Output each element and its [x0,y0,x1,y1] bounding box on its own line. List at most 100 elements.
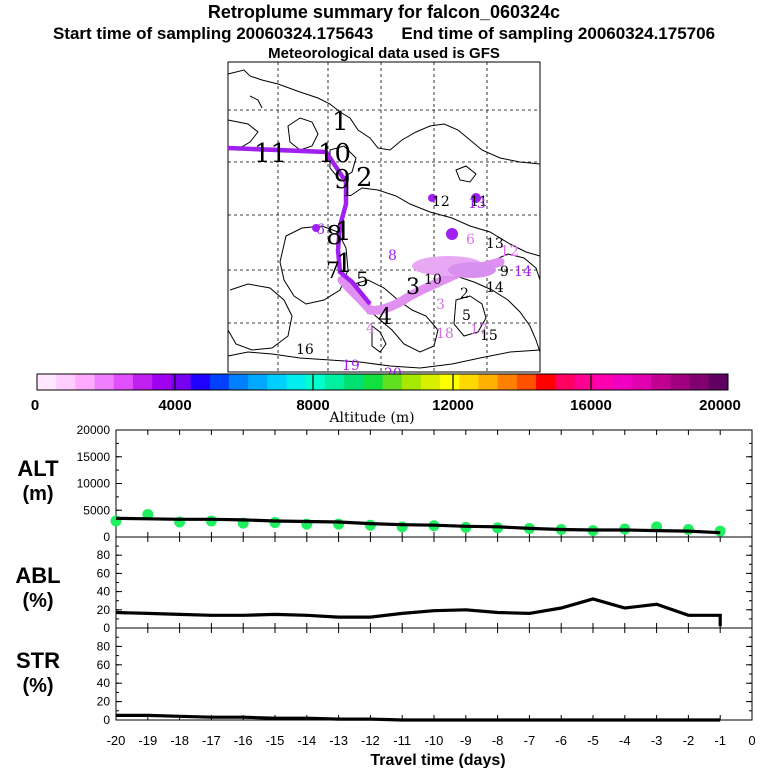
x-tick-label: 0 [748,733,755,748]
x-tick-label: -12 [361,733,380,748]
map-day-number: 1 [342,181,353,201]
colorbar-swatch [190,374,211,390]
map-day-number: 9 [334,165,351,195]
colorbar-swatch [536,374,556,390]
colorbar-swatch [305,374,326,390]
y-tick-label: 80 [97,548,111,562]
colorbar-swatch [440,374,460,390]
colorbar-swatch [344,374,364,390]
map-day-number: 11 [470,194,488,210]
trajectory-line [227,145,372,306]
colorbar-tick-label: 16000 [570,397,612,414]
x-tick-label: -3 [651,733,663,748]
map-day-number: 2 [460,286,469,302]
map-day-number: 14 [514,264,532,280]
map-day-number: 1 [332,107,349,137]
colorbar-swatch [555,374,575,390]
map-day-number: 15 [480,328,498,344]
colorbar-tick-label: 4000 [158,397,191,414]
map-day-number: 10 [318,139,351,169]
map-day-number: 11 [254,139,287,169]
x-tick-label: -1 [714,733,726,748]
map-day-number: 7 [326,259,340,284]
map-day-number: 19 [342,358,360,374]
colorbar-axis-label: Altitude (m) [328,410,414,426]
colorbar-swatch [267,374,287,390]
map-frame [227,61,541,373]
colorbar-tick-label: 20000 [699,397,741,414]
x-tick-label: -15 [266,733,285,748]
chart-title: Retroplume summary for falcon_060324c [207,2,561,22]
map-day-number: 12 [432,194,450,210]
colorbar-swatch [612,374,633,390]
panel-unit: (m) [22,483,53,505]
colorbar-swatch [75,374,95,390]
met-data-label: Meteorological data used is GFS [268,45,500,62]
map-day-number: 4 [378,305,392,330]
colorbar-swatch [401,374,422,390]
colorbar-swatch [171,374,191,390]
x-tick-label: -17 [202,733,221,748]
map-day-number: 16 [296,342,314,358]
altitude-colorbar: 0 4000 8000 12000 16000 20000 Altitude (m) [31,373,741,426]
colorbar-swatch [286,374,307,390]
map-day-number: 13 [468,196,486,212]
time-series-panels: 05000100001500020000ALT(m)020406080ABL(%… [15,423,755,768]
y-tick-label: 10000 [77,477,111,491]
x-tick-label: -2 [683,733,695,748]
colorbar-swatch [324,374,345,390]
colorbar-swatch [478,374,499,390]
y-tick-label: 20 [97,695,111,709]
x-tick-label: -7 [524,733,536,748]
y-tick-label: 40 [97,676,111,690]
x-tick-label: -18 [170,733,189,748]
colorbar-swatch [632,374,652,390]
colorbar-swatch [593,374,614,390]
coastlines [227,69,541,369]
map-day-number: 6 [466,232,475,248]
colorbar-swatch [132,374,153,390]
colorbar-swatch [248,374,268,390]
x-tick-label: -19 [138,733,157,748]
colorbar-swatch [37,374,57,390]
map-day-number: 3 [406,275,420,300]
map-day-number: 1 [335,217,352,247]
y-tick-label: 40 [97,585,111,599]
y-tick-label: 60 [97,566,111,580]
x-tick-label: -10 [425,733,444,748]
x-tick-label: -11 [393,733,411,748]
colorbar-swatch [708,374,729,390]
trajectory-marker [312,224,320,232]
str-line [116,713,721,722]
x-tick-label: -6 [555,733,567,748]
map-day-number: 1 [336,249,353,279]
colorbar-tick-label: 8000 [296,397,329,414]
panel-label: ALT [17,456,59,481]
map-day-number: 3 [436,297,445,313]
panel-str: 0 20 40 60 80 STR(%) [16,627,753,727]
colorbar-swatch [459,374,479,390]
y-tick-label: 20 [97,603,111,617]
map-day-number: 7 [448,228,457,244]
map-day-number: 9 [500,264,509,280]
panel-frame [115,627,753,721]
x-tick-label: -16 [234,733,253,748]
colorbar-swatch [497,374,518,390]
map-day-number: 10 [424,272,442,288]
sampling-times: Start time of sampling 20060324.175643 En… [0,24,768,44]
map-day-number: 18 [436,326,454,342]
colorbar-swatch [574,374,595,390]
map-day-number: 14 [486,280,504,296]
colorbar-tick-label: 0 [31,397,39,414]
abl-line [115,597,722,627]
start-time-label: Start time of sampling 20060324.175643 [52,24,374,43]
panel-unit: (%) [22,590,53,612]
x-tick-label: -8 [492,733,504,748]
colorbar-tick-label: 12000 [432,397,474,414]
x-tick-label: -9 [460,733,472,748]
map-day-number: 13 [486,236,504,252]
y-tick-label: 5000 [83,503,110,517]
panel-label: ABL [15,563,60,588]
map-day-number: 5 [462,308,471,324]
